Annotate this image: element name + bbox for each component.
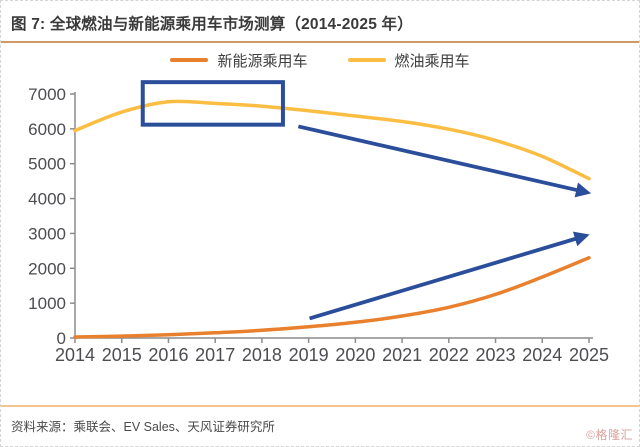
x-tick-label: 2023: [476, 345, 516, 365]
highlight-box: [140, 80, 285, 127]
x-tick-label: 2017: [195, 345, 235, 365]
x-tick-label: 2025: [569, 345, 609, 365]
source-text: 资料来源：乘联会、EV Sales、天风证券研究所: [11, 420, 275, 434]
y-tick-label: 3000: [28, 224, 66, 243]
source-note: 资料来源：乘联会、EV Sales、天风证券研究所: [1, 405, 639, 435]
legend-label-nev: 新能源乘用车: [217, 52, 308, 70]
watermark: ©格隆汇: [586, 428, 633, 442]
y-tick-label: 4000: [28, 190, 66, 209]
y-tick-label: 5000: [28, 155, 66, 174]
x-tick-label: 2014: [55, 345, 95, 365]
x-tick-label: 2024: [522, 345, 562, 365]
x-tick-label: 2019: [289, 345, 329, 365]
nev-growth-arrow: [309, 231, 590, 321]
x-tick-label: 2015: [102, 345, 142, 365]
legend-item-fuel: 燃油乘用车: [347, 50, 470, 71]
chart-legend: 新能源乘用车 燃油乘用车: [1, 46, 639, 74]
figure-title: 图 7: 全球燃油与新能源乘用车市场测算（2014-2025 年）: [11, 16, 413, 33]
y-tick-label: 1000: [28, 294, 66, 313]
chart-canvas: 0 1000 2000 3000 4000 5000 6000 7000 2014 2015 201…: [28, 80, 609, 365]
x-tick-label: 2022: [429, 345, 469, 365]
x-tick-label: 2016: [148, 345, 188, 365]
series-line-0: [73, 256, 591, 339]
y-tick-label: 6000: [28, 120, 66, 139]
series-line-1: [73, 99, 591, 181]
x-tick-label: 2018: [242, 345, 282, 365]
figure-header: 图 7: 全球燃油与新能源乘用车市场测算（2014-2025 年）: [1, 1, 639, 43]
x-tick-label: 2021: [382, 345, 422, 365]
fuel-line-swatch-icon: [347, 58, 386, 62]
fuel-decline-arrow: [297, 124, 592, 198]
nev-line-swatch-icon: [170, 58, 209, 62]
legend-item-nev: 新能源乘用车: [170, 50, 308, 71]
y-tick-label: 0: [57, 329, 66, 348]
y-tick-label: 2000: [28, 259, 66, 278]
x-tick-label: 2020: [335, 345, 375, 365]
legend-label-fuel: 燃油乘用车: [394, 52, 470, 70]
y-tick-label: 7000: [28, 85, 66, 104]
